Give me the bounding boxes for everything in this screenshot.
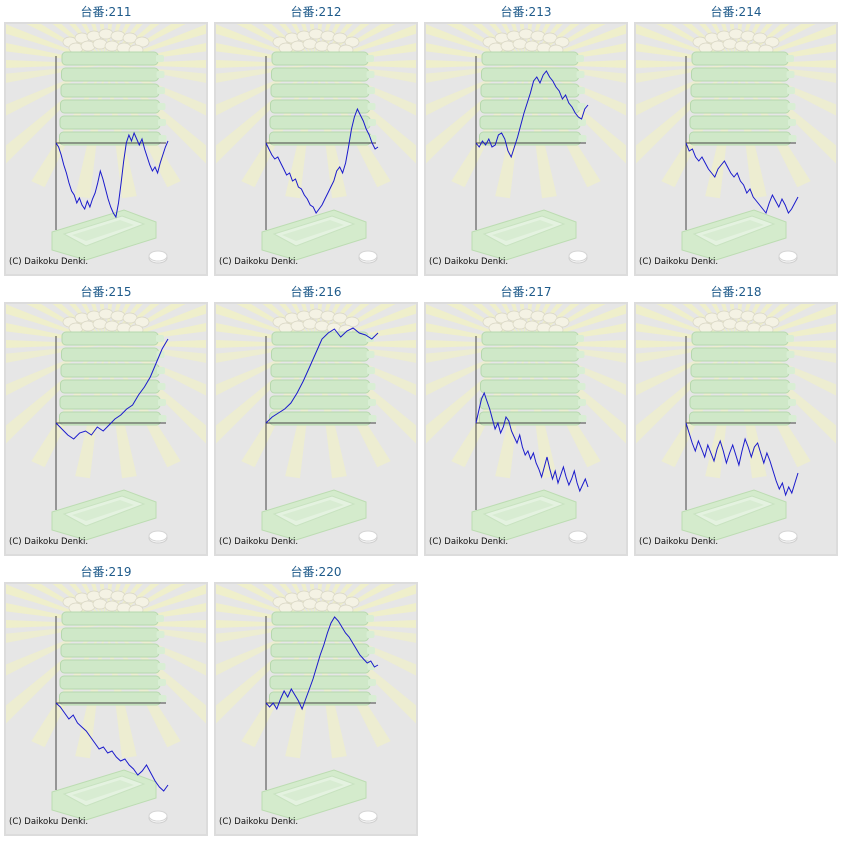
chart-title[interactable]: 台番:218 bbox=[710, 285, 762, 299]
chart-title[interactable]: 台番:217 bbox=[500, 285, 552, 299]
chart-svg bbox=[636, 24, 836, 264]
chart-svg bbox=[426, 304, 626, 544]
chart-cell: 台番:215 (C) Daikoku Denki. bbox=[4, 280, 208, 556]
chart-svg bbox=[6, 584, 206, 824]
chart-frame: (C) Daikoku Denki. bbox=[214, 582, 418, 836]
copyright-label: (C) Daikoku Denki. bbox=[9, 817, 89, 827]
chart-cell: 台番:212 (C) Daikoku Denki. bbox=[214, 0, 418, 276]
coin-decoration bbox=[358, 530, 378, 544]
copyright-label: (C) Daikoku Denki. bbox=[9, 257, 89, 267]
medal-box-decoration bbox=[269, 51, 377, 146]
chart-cell: 台番:220 (C) Daikoku Denki. bbox=[214, 560, 418, 836]
series-line bbox=[475, 391, 589, 493]
copyright-label: (C) Daikoku Denki. bbox=[219, 257, 299, 267]
chart-svg bbox=[216, 24, 416, 264]
medal-pile-decoration bbox=[692, 28, 780, 56]
chart-title[interactable]: 台番:215 bbox=[80, 285, 132, 299]
chart-cell: 台番:211 (C) Daikoku Denki. bbox=[4, 0, 208, 276]
chart-title[interactable]: 台番:219 bbox=[80, 565, 132, 579]
series-line bbox=[55, 702, 169, 792]
medal-box-decoration bbox=[689, 331, 797, 426]
coin-decoration bbox=[778, 530, 798, 544]
tray-decoration bbox=[261, 769, 367, 821]
medal-pile-decoration bbox=[272, 28, 360, 56]
chart-frame: (C) Daikoku Denki. bbox=[214, 302, 418, 556]
copyright-label: (C) Daikoku Denki. bbox=[219, 817, 299, 827]
chart-cell: 台番:216 (C) Daikoku Denki. bbox=[214, 280, 418, 556]
chart-cell: 台番:218 (C) Daikoku Denki. bbox=[634, 280, 838, 556]
medal-pile-decoration bbox=[62, 28, 150, 56]
coin-decoration bbox=[778, 250, 798, 264]
chart-svg bbox=[426, 24, 626, 264]
medal-box-decoration bbox=[59, 611, 167, 706]
coin-decoration bbox=[568, 250, 588, 264]
tray-decoration bbox=[681, 489, 787, 541]
medal-box-decoration bbox=[269, 611, 377, 706]
chart-svg bbox=[636, 304, 836, 544]
chart-title[interactable]: 台番:220 bbox=[290, 565, 342, 579]
tray-decoration bbox=[261, 209, 367, 261]
chart-svg bbox=[216, 584, 416, 824]
coin-decoration bbox=[358, 250, 378, 264]
chart-frame: (C) Daikoku Denki. bbox=[424, 22, 628, 276]
tray-decoration bbox=[51, 209, 157, 261]
series-line bbox=[265, 616, 379, 711]
tray-decoration bbox=[471, 209, 577, 261]
tray-decoration bbox=[261, 489, 367, 541]
copyright-label: (C) Daikoku Denki. bbox=[219, 537, 299, 547]
chart-svg bbox=[6, 304, 206, 544]
medal-pile-decoration bbox=[272, 588, 360, 616]
medal-box-decoration bbox=[59, 331, 167, 426]
chart-frame: (C) Daikoku Denki. bbox=[424, 302, 628, 556]
copyright-label: (C) Daikoku Denki. bbox=[639, 537, 719, 547]
series-line bbox=[475, 70, 589, 159]
medal-box-decoration bbox=[479, 51, 587, 146]
medal-pile-decoration bbox=[482, 308, 570, 336]
series-line bbox=[55, 131, 169, 219]
medal-box-decoration bbox=[479, 331, 587, 426]
chart-cell: 台番:217 (C) Daikoku Denki. bbox=[424, 280, 628, 556]
copyright-label: (C) Daikoku Denki. bbox=[429, 537, 509, 547]
coin-decoration bbox=[148, 250, 168, 264]
copyright-label: (C) Daikoku Denki. bbox=[639, 257, 719, 267]
chart-frame: (C) Daikoku Denki. bbox=[214, 22, 418, 276]
chart-frame: (C) Daikoku Denki. bbox=[4, 582, 208, 836]
coin-decoration bbox=[148, 530, 168, 544]
tray-decoration bbox=[51, 769, 157, 821]
medal-pile-decoration bbox=[62, 308, 150, 336]
chart-svg bbox=[216, 304, 416, 544]
tray-decoration bbox=[51, 489, 157, 541]
series-line bbox=[685, 142, 799, 215]
chart-frame: (C) Daikoku Denki. bbox=[4, 22, 208, 276]
copyright-label: (C) Daikoku Denki. bbox=[429, 257, 509, 267]
medal-pile-decoration bbox=[692, 308, 780, 336]
chart-title[interactable]: 台番:216 bbox=[290, 285, 342, 299]
series-line bbox=[55, 338, 169, 440]
series-line bbox=[265, 107, 379, 214]
chart-title[interactable]: 台番:214 bbox=[710, 5, 762, 19]
chart-title[interactable]: 台番:212 bbox=[290, 5, 342, 19]
copyright-label: (C) Daikoku Denki. bbox=[9, 537, 89, 547]
medal-pile-decoration bbox=[272, 308, 360, 336]
chart-frame: (C) Daikoku Denki. bbox=[4, 302, 208, 556]
chart-cell: 台番:219 (C) Daikoku Denki. bbox=[4, 560, 208, 836]
medal-pile-decoration bbox=[482, 28, 570, 56]
tray-decoration bbox=[471, 489, 577, 541]
medal-box-decoration bbox=[689, 51, 797, 146]
chart-frame: (C) Daikoku Denki. bbox=[634, 22, 838, 276]
chart-cell: 台番:214 (C) Daikoku Denki. bbox=[634, 0, 838, 276]
coin-decoration bbox=[358, 810, 378, 824]
chart-title[interactable]: 台番:213 bbox=[500, 5, 552, 19]
chart-cell: 台番:213 (C) Daikoku Denki. bbox=[424, 0, 628, 276]
coin-decoration bbox=[148, 810, 168, 824]
coin-decoration bbox=[568, 530, 588, 544]
series-line bbox=[265, 327, 379, 424]
medal-pile-decoration bbox=[62, 588, 150, 616]
chart-svg bbox=[6, 24, 206, 264]
tray-decoration bbox=[681, 209, 787, 261]
medal-box-decoration bbox=[269, 331, 377, 426]
chart-title[interactable]: 台番:211 bbox=[80, 5, 132, 19]
chart-frame: (C) Daikoku Denki. bbox=[634, 302, 838, 556]
series-line bbox=[685, 422, 799, 497]
